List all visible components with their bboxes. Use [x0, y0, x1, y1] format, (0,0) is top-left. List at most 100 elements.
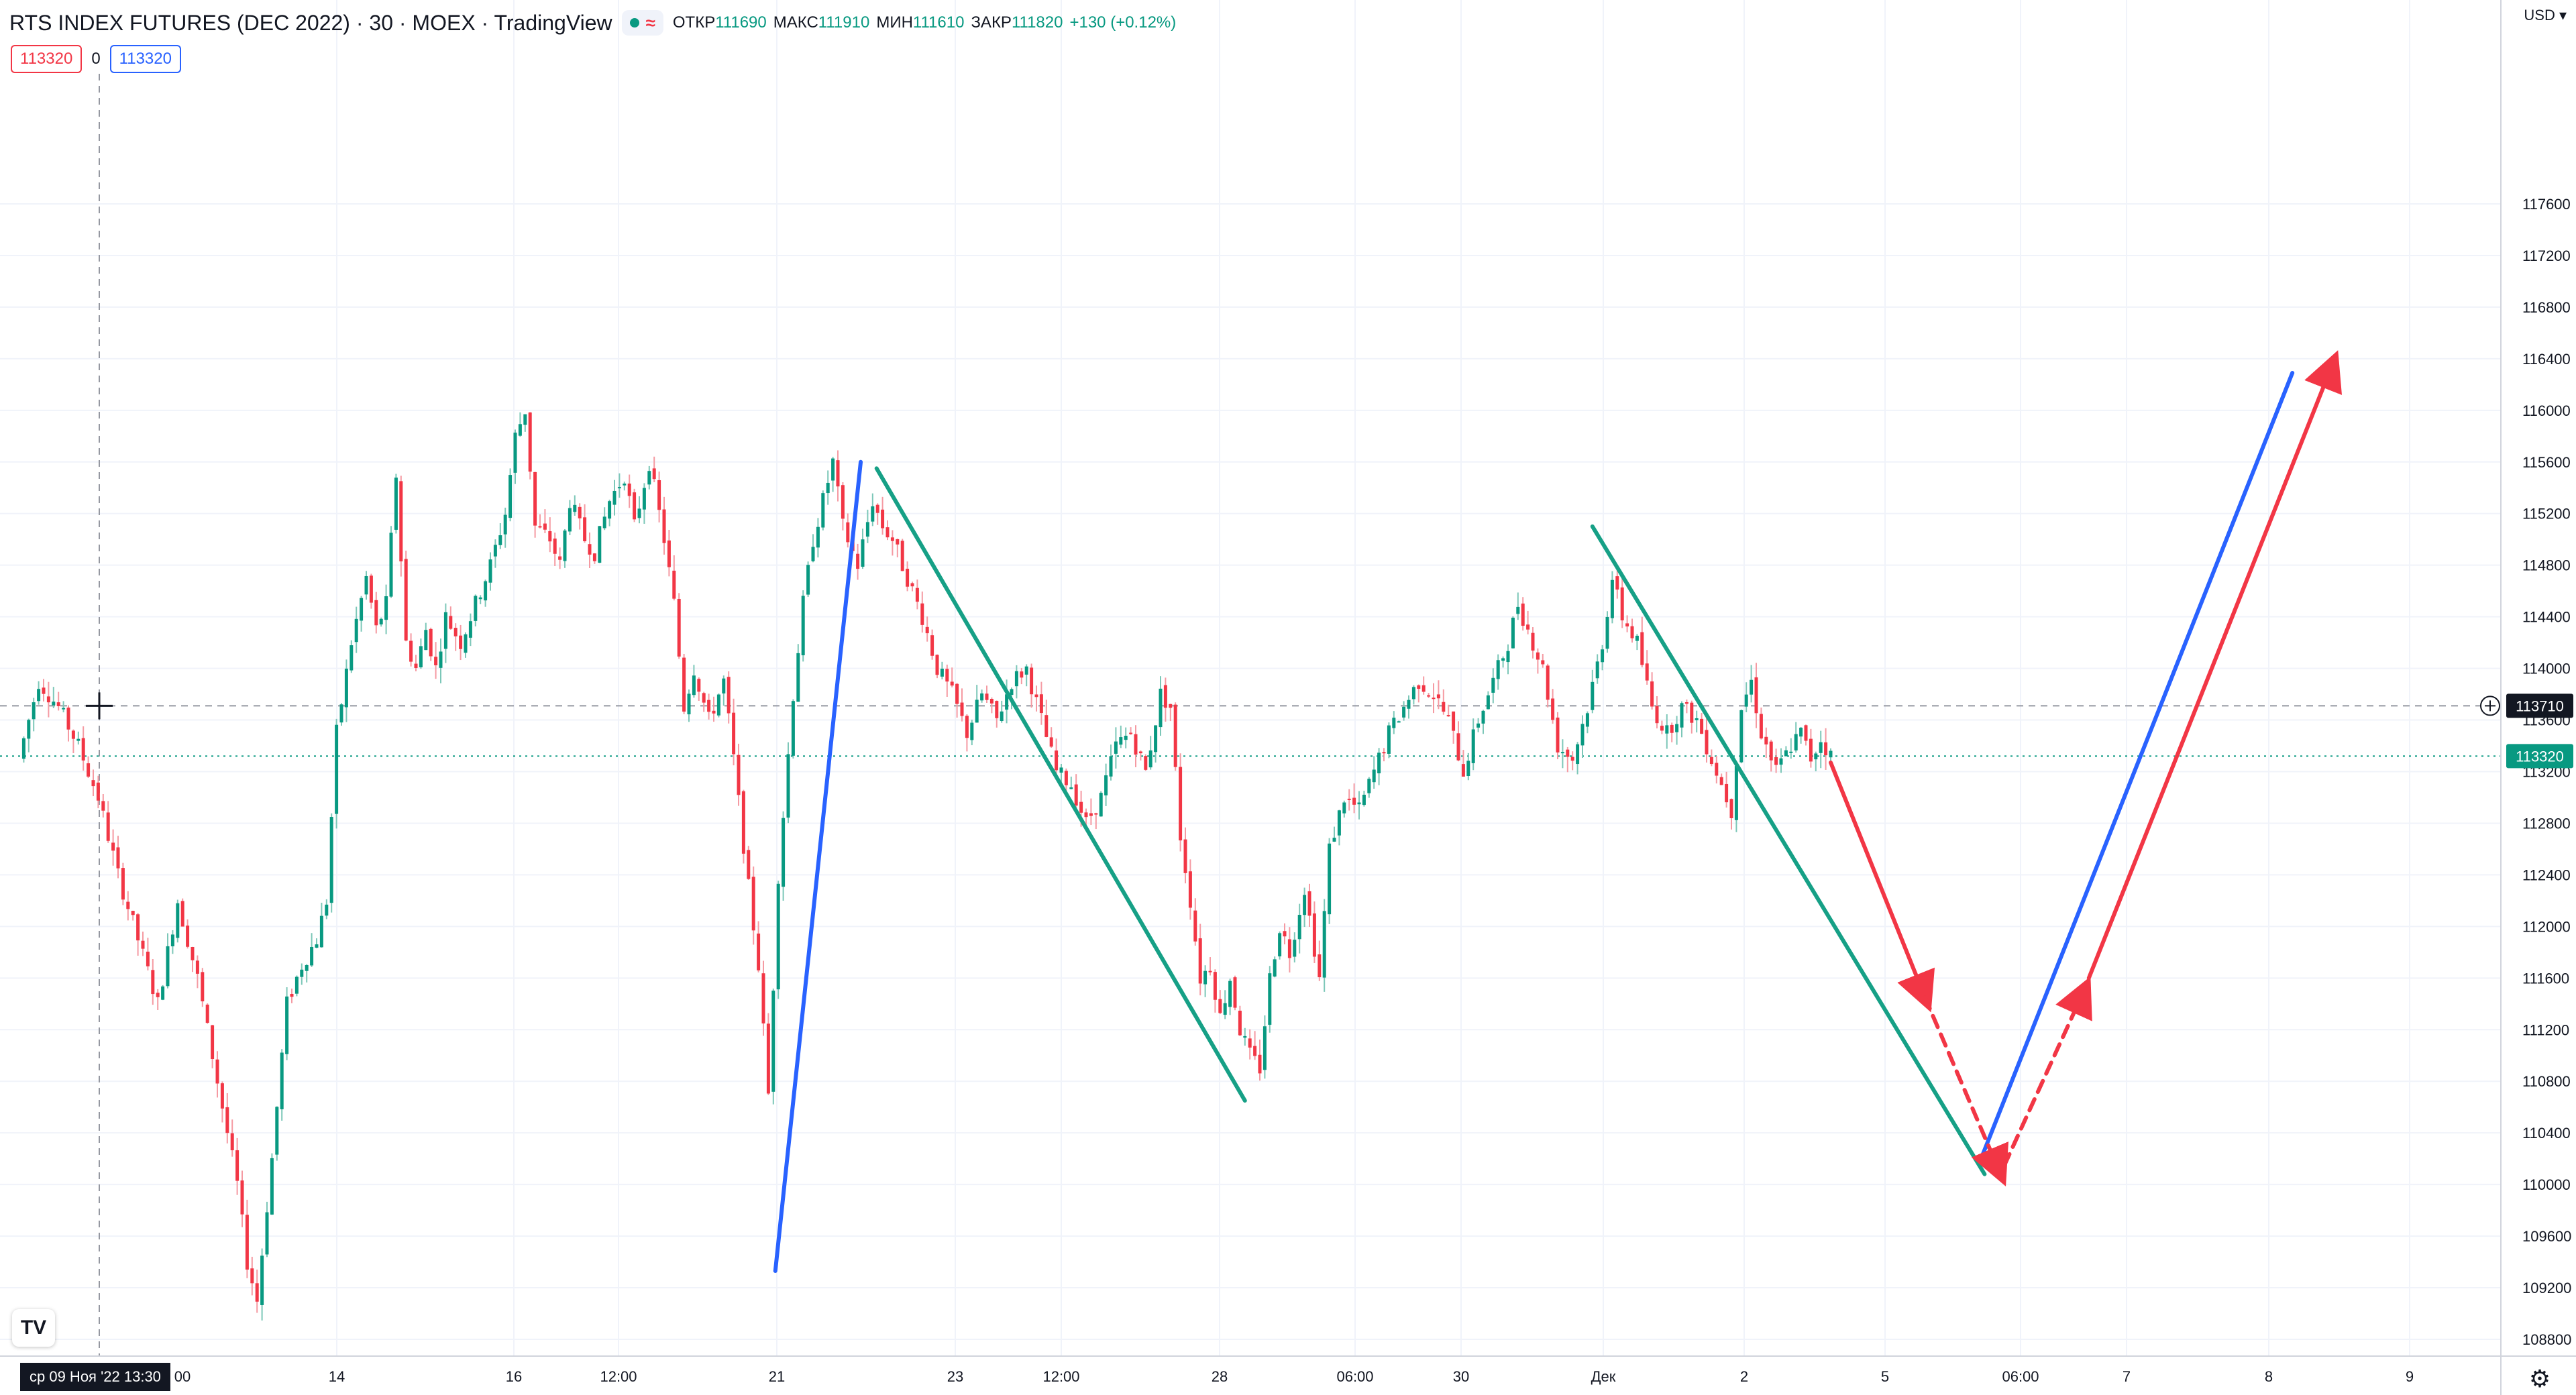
candle-body: [1516, 606, 1520, 614]
candle-body: [315, 944, 319, 948]
candle-body: [161, 986, 165, 1000]
candle-body: [1357, 802, 1361, 805]
candle-body: [623, 484, 627, 486]
candle-body: [975, 700, 979, 723]
candle-body: [1734, 766, 1738, 820]
x-tick-label: 21: [769, 1368, 785, 1385]
candle-body: [672, 570, 676, 599]
candle-body: [1208, 970, 1212, 972]
candle-body: [588, 544, 592, 555]
candle-body: [1531, 632, 1535, 651]
candle-body: [1421, 685, 1426, 692]
symbol-title[interactable]: RTS INDEX FUTURES (DEC 2022) · 30 · MOEX…: [9, 10, 612, 35]
candle-body: [1442, 702, 1446, 712]
market-status-pill[interactable]: ≈: [621, 10, 663, 36]
candle-body: [1551, 698, 1555, 720]
candle-body: [682, 657, 686, 712]
candle-body: [46, 696, 50, 703]
candle-body: [925, 626, 929, 634]
candle-body: [205, 1004, 209, 1023]
candle-body: [191, 946, 195, 960]
candle-body: [37, 689, 41, 702]
y-tick-label: 112400: [2522, 867, 2571, 883]
candle-body: [1481, 710, 1485, 724]
candle-body: [1620, 587, 1624, 620]
candle-body: [1824, 742, 1828, 756]
candle-body: [647, 471, 651, 485]
candle-body: [1248, 1038, 1252, 1048]
candle-body: [1829, 750, 1833, 758]
y-tick-label: 117200: [2522, 247, 2571, 264]
candle-body: [350, 645, 354, 671]
x-tick-label: 8: [2265, 1368, 2273, 1385]
y-tick-label: 115200: [2522, 506, 2571, 522]
indicator-legend: 113320 0 113320: [11, 44, 181, 74]
candle-body: [1739, 710, 1743, 763]
candle-body: [608, 501, 612, 519]
candle-body: [1332, 838, 1336, 842]
candle-body: [360, 598, 364, 621]
candle-body: [1456, 733, 1460, 761]
candle-body: [116, 847, 120, 869]
candle-body: [1452, 711, 1456, 731]
candle-body: [310, 946, 314, 966]
indicator-value-blue[interactable]: 113320: [109, 45, 181, 73]
candle-body: [106, 812, 110, 841]
candle-body: [766, 1023, 770, 1094]
candle-body: [443, 612, 447, 649]
candle-body: [801, 596, 805, 656]
candle-body: [1601, 649, 1605, 663]
y-tick-label: 116400: [2522, 351, 2571, 368]
candle-body: [1635, 635, 1639, 641]
candle-body: [617, 487, 621, 489]
candle-body: [1799, 728, 1803, 737]
y-tick-label: 116000: [2522, 402, 2571, 419]
candle-body: [71, 730, 75, 739]
candle-body: [111, 842, 115, 851]
candle-body: [1591, 681, 1595, 710]
candle-body: [960, 702, 964, 716]
x-tick-label: 06:00: [2002, 1368, 2039, 1385]
candle-body: [1328, 843, 1332, 915]
candle-body: [737, 755, 741, 795]
candle-body: [56, 702, 60, 706]
candle-body: [230, 1133, 234, 1151]
candle-body: [1397, 721, 1401, 723]
currency-selector[interactable]: USD ▾: [2524, 7, 2567, 23]
candle-body: [1719, 777, 1723, 785]
candle-body: [861, 539, 865, 567]
candle-body: [1114, 741, 1118, 754]
candle-body: [1566, 749, 1570, 757]
candle-body: [170, 934, 174, 947]
candle-body: [821, 493, 825, 528]
candle-body: [995, 701, 999, 718]
candle-body: [1273, 959, 1277, 977]
candle-body: [1511, 617, 1515, 649]
y-tick-label: 108800: [2522, 1331, 2571, 1348]
candle-body: [955, 683, 959, 704]
candle-body: [578, 506, 582, 518]
candle-body: [379, 618, 383, 625]
candle-body: [468, 621, 472, 638]
candle-body: [1615, 576, 1619, 590]
settings-gear-icon[interactable]: ⚙: [2528, 1365, 2551, 1392]
candle-body: [434, 657, 438, 665]
candle-body: [935, 655, 939, 675]
candle-body: [563, 531, 567, 561]
candle-body: [970, 722, 974, 740]
indicator-value-red[interactable]: 113320: [11, 45, 83, 73]
candle-body: [732, 712, 736, 755]
candle-body: [786, 754, 790, 818]
tradingview-logo-icon[interactable]: TV: [12, 1309, 55, 1347]
candle-body: [1159, 688, 1163, 728]
candle-body: [1729, 799, 1733, 818]
candle-body: [662, 509, 666, 543]
chart-legend: RTS INDEX FUTURES (DEC 2022) · 30 · MOEX…: [9, 9, 1176, 36]
candle-body: [1556, 717, 1560, 752]
candle-body: [1179, 767, 1183, 841]
candle-body: [667, 540, 671, 567]
candle-body: [1477, 723, 1481, 728]
x-tick-label: 5: [1881, 1368, 1889, 1385]
candle-body: [394, 478, 398, 530]
